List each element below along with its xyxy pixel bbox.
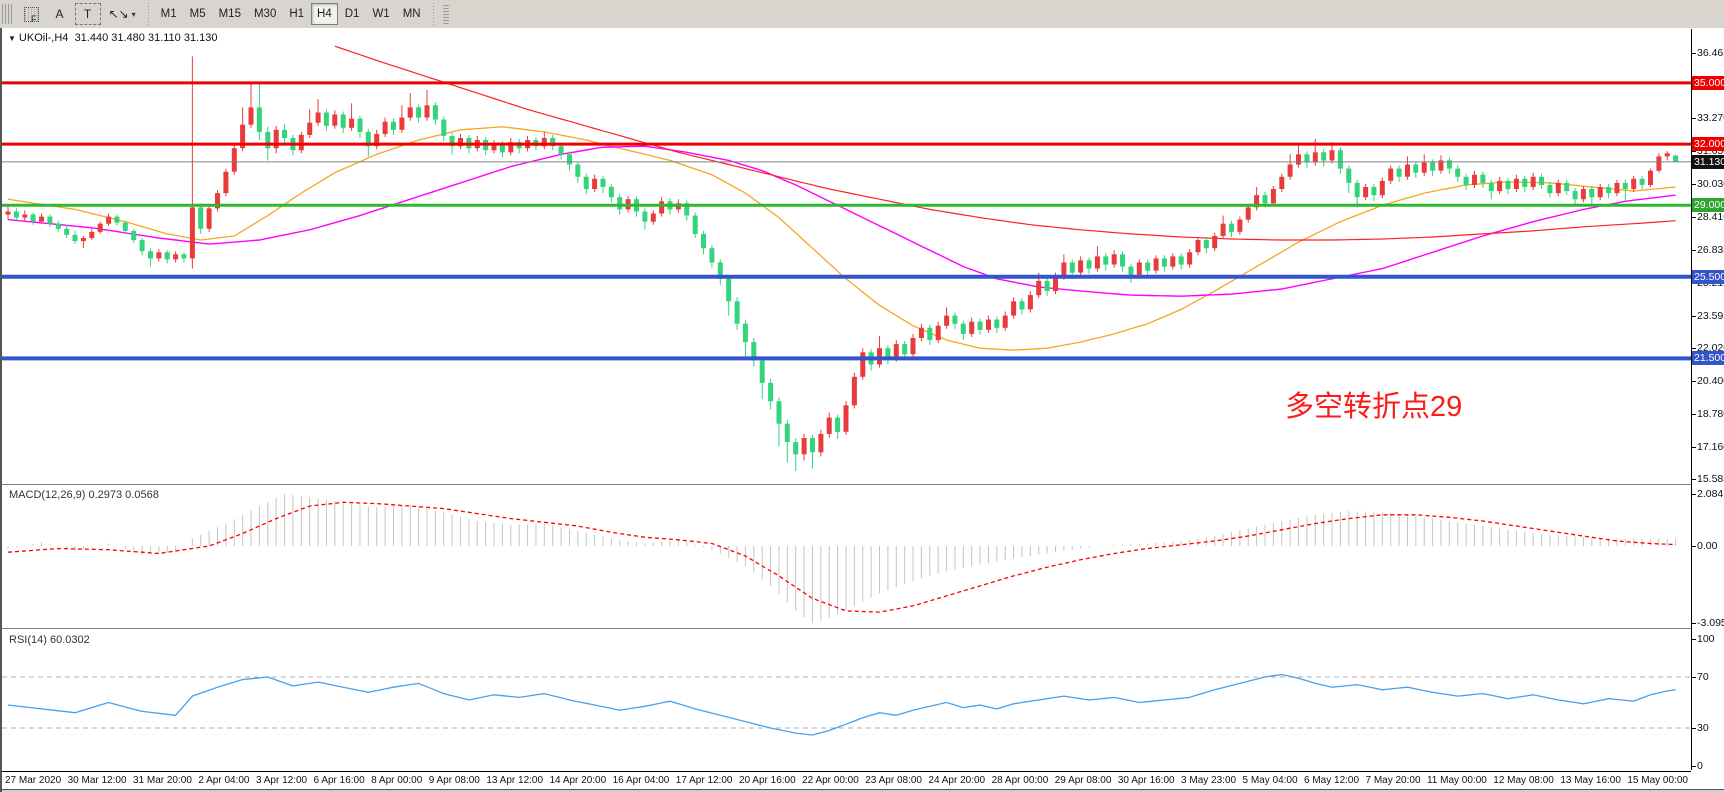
price-axis-label: 18.780 (1692, 408, 1724, 421)
time-axis-label: 14 Apr 20:00 (549, 775, 607, 786)
period-separators-icon[interactable]: F (18, 3, 45, 25)
time-axis-label: 9 Apr 08:00 (428, 775, 480, 786)
time-axis-label: 29 Apr 08:00 (1054, 775, 1112, 786)
time-axis-label: 3 May 23:00 (1181, 775, 1237, 786)
toolbar: F A T ↖↘ ▾ M1 M5 M15 M30 H1 H4 D1 W1 MN (0, 0, 1724, 29)
price-axis-badge: 32.000 (1692, 137, 1724, 151)
chevron-down-icon: ▾ (131, 9, 136, 19)
grid-icon (24, 6, 39, 22)
timeframe-button-d1[interactable]: D1 (339, 3, 366, 25)
price-axis-label: 30 (1692, 722, 1724, 735)
price-axis-badge: 25.500 (1692, 270, 1724, 284)
cursor-tool-icon[interactable]: ↖↘ ▾ (103, 3, 142, 25)
toolbar-separator (432, 3, 434, 25)
time-axis-label: 15 May 00:00 (1627, 775, 1688, 786)
price-axis-label: 70 (1692, 671, 1724, 684)
time-axis-label: 24 Apr 20:00 (928, 775, 986, 786)
toolbar-separator (147, 3, 149, 25)
time-axis-label: 6 Apr 16:00 (313, 775, 365, 786)
price-axis-label: 2.084 (1692, 488, 1724, 501)
time-axis-label: 2 Apr 04:00 (198, 775, 250, 786)
timeframe-button-mn[interactable]: MN (397, 3, 427, 25)
price-axis-label: 0.00 (1692, 540, 1724, 553)
time-axis-label: 8 Apr 00:00 (371, 775, 423, 786)
price-axis-label: 20.400 (1692, 375, 1724, 388)
price-axis-label: 33.270 (1692, 112, 1724, 125)
chart-annotation-text[interactable]: 多空转折点29 (1285, 391, 1463, 423)
price-axis-label: 36.465 (1692, 47, 1724, 60)
time-axis-label: 23 Apr 08:00 (865, 775, 922, 786)
timeframe-button-w1[interactable]: W1 (366, 3, 395, 25)
macd-indicator-label: MACD(12,26,9) 0.2973 0.0568 (9, 489, 159, 501)
time-axis-label: 5 May 04:00 (1242, 775, 1298, 786)
time-axis-label: 27 Mar 2020 (5, 775, 62, 786)
price-chart-canvas[interactable] (2, 29, 1691, 484)
timeframe-button-m5[interactable]: M5 (184, 3, 212, 25)
macd-indicator-canvas[interactable] (2, 486, 1691, 628)
time-axis-label: 12 May 08:00 (1493, 775, 1554, 786)
timeframe-button-m30[interactable]: M30 (248, 3, 282, 25)
dropdown-triangle-icon: ▼ (8, 34, 16, 43)
time-axis-label: 3 Apr 12:00 (255, 775, 308, 786)
font-tool-icon[interactable]: A (47, 3, 73, 25)
timeframe-button-m15[interactable]: M15 (213, 3, 247, 25)
timeframe-group: M1 M5 M15 M30 H1 H4 D1 W1 MN (155, 3, 427, 25)
time-axis-label: 28 Apr 00:00 (991, 775, 1049, 786)
window-bottom-edge (2, 789, 1724, 792)
price-axis-label: 0 (1692, 760, 1724, 773)
price-axis-label: 15.585 (1692, 473, 1724, 486)
time-axis-label: 11 May 00:00 (1426, 775, 1487, 786)
price-axis-label: -3.0957 (1692, 617, 1724, 630)
time-axis-label: 7 May 20:00 (1365, 775, 1421, 786)
time-axis[interactable]: 27 Mar 2020 30 Mar 12:00 31 Mar 20:00 2 Apr… (2, 771, 1691, 789)
text-label-tool-icon[interactable]: T (74, 3, 101, 25)
rsi-indicator-label: RSI(14) 60.0302 (9, 634, 90, 646)
time-axis-label: 22 Apr 00:00 (802, 775, 859, 786)
time-axis-label: 6 May 12:00 (1304, 775, 1360, 786)
price-axis[interactable]: 36.46534.84533.27031.65030.03028.41026.8… (1691, 29, 1724, 773)
timeframe-button-h1[interactable]: H1 (283, 3, 310, 25)
price-axis-label: 26.835 (1692, 244, 1724, 257)
price-axis-badge: 31.130 (1692, 155, 1724, 169)
price-axis-badge: 35.000 (1692, 76, 1724, 90)
price-axis-badge: 29.000 (1692, 198, 1724, 212)
time-axis-label: 13 Apr 12:00 (486, 775, 544, 786)
time-axis-label: 13 May 16:00 (1560, 775, 1621, 786)
chart-window: ▼ UKOil-,H4 31.440 31.480 31.110 31.130 多… (0, 28, 1724, 792)
price-axis-label: 23.595 (1692, 310, 1724, 323)
time-axis-label: 30 Mar 12:00 (67, 775, 127, 786)
timeframe-button-m1[interactable]: M1 (155, 3, 183, 25)
price-axis-badge: 21.500 (1692, 351, 1724, 365)
price-axis-label: 30.030 (1692, 178, 1724, 191)
time-axis-label: 31 Mar 20:00 (132, 775, 192, 786)
time-axis-label: 16 Apr 04:00 (612, 775, 670, 786)
time-axis-label: 17 Apr 12:00 (675, 775, 733, 786)
time-axis-label: 30 Apr 16:00 (1117, 775, 1175, 786)
price-axis-label: 100 (1692, 633, 1724, 646)
chart-title: ▼ UKOil-,H4 31.440 31.480 31.110 31.130 (8, 32, 218, 44)
rsi-indicator-canvas[interactable] (2, 631, 1691, 770)
timeframe-button-h4[interactable]: H4 (311, 3, 338, 25)
toolbar-drag-handle[interactable] (442, 4, 449, 24)
toolbar-drag-handle[interactable] (2, 4, 12, 24)
price-axis-label: 28.410 (1692, 211, 1724, 224)
time-axis-label: 20 Apr 16:00 (738, 775, 796, 786)
price-axis-label: 17.160 (1692, 441, 1724, 454)
